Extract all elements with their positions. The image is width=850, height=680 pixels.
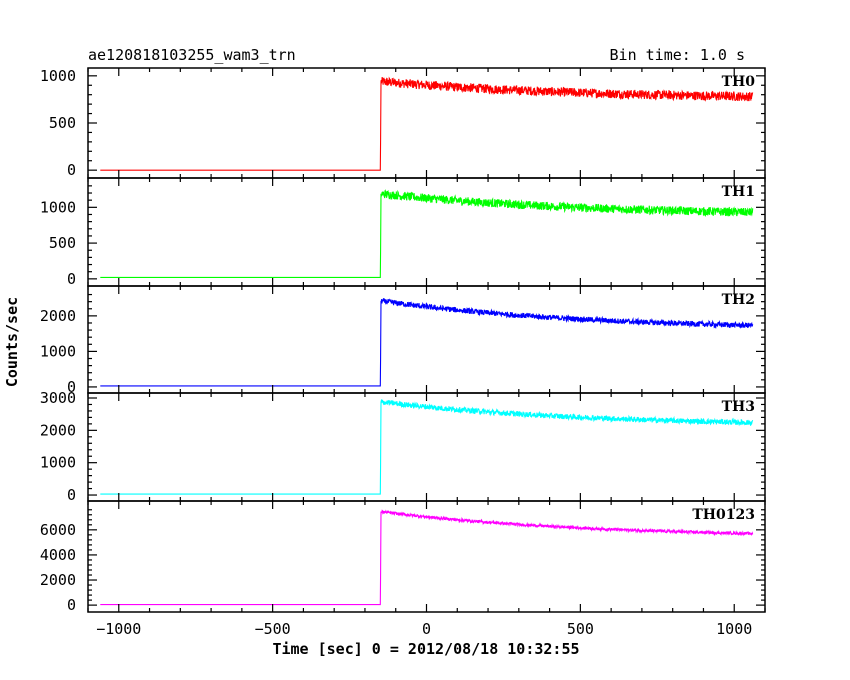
series-label-th1: TH1 — [722, 184, 755, 200]
panel-frame — [87, 392, 766, 502]
y-tick-label: 4000 — [40, 546, 76, 564]
y-tick-label: 3000 — [40, 389, 76, 407]
series-label-th3: TH3 — [722, 399, 755, 415]
y-tick-label: 1000 — [40, 67, 76, 85]
y-axis-label: Counts/sec — [3, 297, 21, 387]
y-tick-label: 1000 — [40, 454, 76, 472]
y-tick-label: 0 — [67, 596, 76, 614]
chart-subtitle: Bin time: 1.0 s — [610, 46, 745, 64]
series-line-th1 — [100, 189, 754, 278]
y-tick-label: 0 — [67, 378, 76, 396]
y-tick-label: 0 — [67, 161, 76, 179]
series-line-th0 — [100, 76, 754, 171]
x-tick-label: 1000 — [716, 620, 752, 638]
y-tick-label: 0 — [67, 486, 76, 504]
y-tick-label: 1000 — [40, 198, 76, 216]
panel-frame — [87, 285, 766, 394]
series-line-th2 — [100, 297, 754, 387]
panel-th3: 0 1000 2000 3000 TH3 — [40, 389, 766, 504]
series-label-th0: TH0 — [722, 74, 756, 90]
chart-title: ae120818103255_wam3_trn — [88, 46, 296, 64]
panel-th0: 0 500 1000 TH0 — [40, 67, 766, 179]
y-tick-label: 6000 — [40, 521, 76, 539]
panel-th1: 0 500 1000 TH1 — [40, 177, 766, 288]
y-tick-label: 2000 — [40, 571, 76, 589]
series-label-th0123: TH0123 — [692, 507, 755, 523]
panels-group: 0 500 1000 TH0 0 500 1000 TH1 0 1000 2000 TH2 0 1000 2… — [40, 67, 766, 638]
panel-th0123: 0 2000 4000 6000 TH0123 — [40, 500, 766, 614]
series-label-th2: TH2 — [722, 292, 755, 308]
x-tick-label: −500 — [255, 620, 291, 638]
x-tick-label: −1000 — [96, 620, 141, 638]
y-tick-label: 1000 — [40, 342, 76, 360]
y-tick-label: 500 — [49, 114, 76, 132]
y-tick-label: 2000 — [40, 307, 76, 325]
x-tick-label: 0 — [422, 620, 431, 638]
y-tick-label: 500 — [49, 234, 76, 252]
panel-th2: 0 1000 2000 TH2 — [40, 285, 766, 396]
series-line-th3 — [100, 398, 754, 495]
series-line-th0123 — [100, 509, 754, 606]
y-tick-label: 0 — [67, 270, 76, 288]
x-tick-label: 500 — [567, 620, 594, 638]
x-axis-label: Time [sec] 0 = 2012/08/18 10:32:55 — [272, 640, 579, 658]
y-tick-label: 2000 — [40, 421, 76, 439]
panel-frame — [87, 177, 766, 287]
